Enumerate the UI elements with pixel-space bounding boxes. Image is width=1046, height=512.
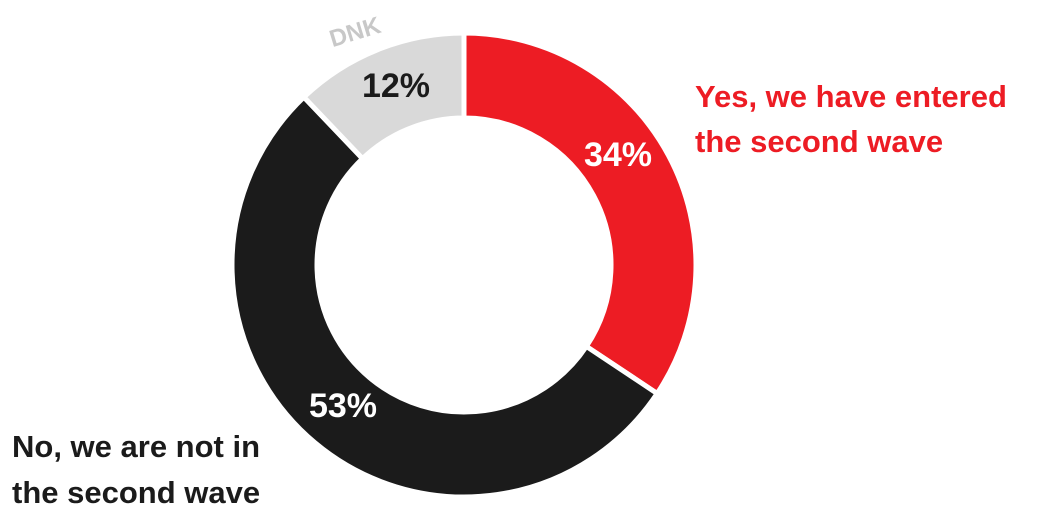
donut-slices <box>229 30 699 500</box>
slice-value-yes: 34% <box>584 136 652 174</box>
slice-label-dnk: DNK <box>326 12 384 53</box>
slice-label-yes-line1: Yes, we have entered <box>695 79 1007 114</box>
slice-value-dnk: 12% <box>362 67 430 105</box>
slice-value-no: 53% <box>309 387 377 425</box>
slice-label-yes-line2: the second wave <box>695 124 943 159</box>
donut-slice-no <box>229 93 661 500</box>
slice-label-no-line1: No, we are not in <box>12 429 260 464</box>
slice-label-no-line2: the second wave <box>12 475 260 510</box>
donut-slice-dnk <box>300 30 467 163</box>
slice-label-yes: Yes, we have entered the second wave <box>695 79 1016 159</box>
slice-label-no: No, we are not in the second wave <box>12 429 269 510</box>
donut-slice-yes <box>461 30 699 397</box>
